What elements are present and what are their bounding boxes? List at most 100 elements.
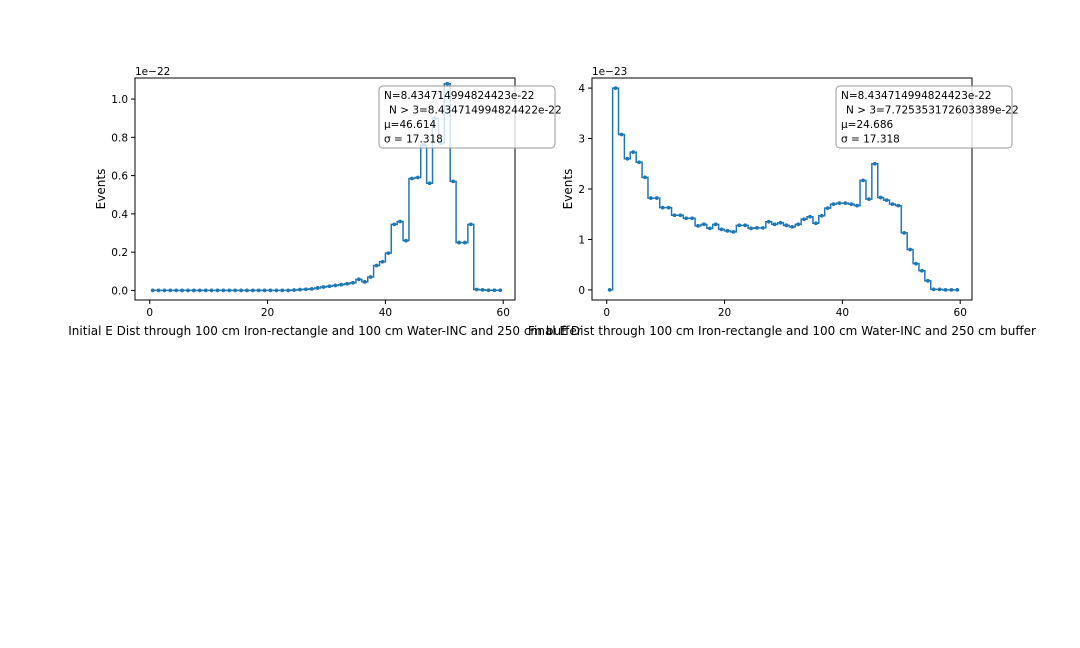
right-data-point <box>743 223 748 228</box>
right-data-point <box>866 197 871 201</box>
left-data-point <box>498 288 503 293</box>
left-data-point <box>150 288 155 293</box>
left-data-point <box>492 288 497 293</box>
left-data-point <box>368 275 373 279</box>
right-data-point <box>778 220 783 225</box>
left-data-point <box>404 238 408 243</box>
left-data-point <box>303 287 308 292</box>
left-data-point <box>239 288 243 293</box>
left-data-point <box>180 288 185 293</box>
right-data-point <box>737 223 742 228</box>
right-plot: 1e−23 Events Final E Dist through 100 cm… <box>528 66 1036 338</box>
left-data-point <box>256 288 261 293</box>
right-data-point <box>925 278 930 283</box>
right-data-point <box>719 227 724 232</box>
right-plot-scale-label: 1e−23 <box>592 66 627 78</box>
left-plot-stats-box: N=8.434714994824423e-22 N > 3=8.43471499… <box>378 85 562 149</box>
right-data-point <box>672 213 677 218</box>
right-data-point <box>849 202 854 207</box>
left-plot-series <box>150 81 503 293</box>
left-y-tick-label: 0.4 <box>111 209 128 221</box>
right-data-point <box>772 222 777 227</box>
left-data-point <box>445 81 450 86</box>
left-data-point <box>480 287 485 292</box>
left-data-point <box>327 284 332 289</box>
left-data-point <box>209 288 214 293</box>
right-data-point <box>654 196 659 200</box>
right-data-point <box>831 202 836 207</box>
left-data-point <box>156 288 161 293</box>
right-data-point <box>943 288 948 292</box>
right-data-point <box>702 222 706 227</box>
right-stats-n-line: N=8.434714994824423e-22 <box>841 90 992 102</box>
left-data-point <box>474 287 479 292</box>
right-data-point <box>619 132 624 137</box>
right-data-point <box>637 160 642 165</box>
right-data-point <box>825 206 830 211</box>
left-stats-n-gt3-line: N > 3=8.434714994824422e-22 <box>389 105 562 117</box>
right-data-point <box>684 216 689 221</box>
left-data-point <box>162 288 167 293</box>
left-stats-sigma-line: σ = 17.318 <box>384 134 443 146</box>
right-x-tick-label: 40 <box>836 307 849 319</box>
right-data-point <box>731 229 736 234</box>
right-data-point <box>931 287 936 292</box>
left-data-point <box>250 288 255 293</box>
left-data-point <box>345 281 349 286</box>
right-data-point <box>790 224 795 229</box>
right-plot-y-axis-label: Events <box>561 169 575 210</box>
left-data-point <box>409 176 414 181</box>
left-stats-mean-line: μ=46.614 <box>384 119 437 131</box>
right-data-point <box>678 213 683 218</box>
left-data-point <box>197 288 202 293</box>
left-plot-x-axis-label: Initial E Dist through 100 cm Iron-recta… <box>68 324 582 338</box>
right-data-point <box>908 247 913 252</box>
left-data-point <box>468 222 473 227</box>
right-x-tick-label: 0 <box>603 307 610 319</box>
left-data-point <box>203 288 208 293</box>
right-data-point <box>796 222 801 227</box>
left-data-point <box>457 240 461 245</box>
right-data-point <box>813 221 818 226</box>
right-plot-ticks: 0 20 40 60 0 1 2 3 4 <box>578 83 967 319</box>
left-data-point <box>380 259 385 264</box>
left-data-point <box>168 288 173 293</box>
left-data-point <box>351 280 355 285</box>
left-plot-stats-box-border <box>378 85 556 149</box>
right-data-point <box>837 201 842 206</box>
right-data-point <box>819 213 824 218</box>
right-data-point <box>631 150 636 155</box>
right-data-point <box>713 222 718 227</box>
left-data-point <box>339 282 344 287</box>
left-data-point <box>268 288 273 293</box>
left-data-point <box>174 288 179 293</box>
left-data-point <box>298 287 302 292</box>
right-data-point <box>896 203 901 208</box>
right-data-point <box>660 205 665 210</box>
left-y-tick-label: 0.0 <box>111 285 128 297</box>
right-data-point <box>890 202 895 207</box>
left-data-point <box>392 222 397 227</box>
left-stats-n-line: N=8.434714994824423e-22 <box>384 90 535 102</box>
right-data-point <box>755 225 759 230</box>
right-data-point <box>843 201 848 206</box>
left-data-point <box>274 288 279 293</box>
left-data-point <box>321 285 326 289</box>
left-data-point <box>309 287 314 291</box>
left-x-tick-label: 20 <box>261 307 274 319</box>
left-data-point <box>215 288 220 293</box>
left-data-point <box>262 288 267 293</box>
right-data-point <box>613 86 618 90</box>
right-data-point <box>855 203 860 208</box>
right-data-point <box>808 214 812 219</box>
right-data-point <box>725 228 730 233</box>
right-data-point <box>802 217 806 222</box>
right-data-point <box>625 156 630 161</box>
left-y-tick-label: 1.0 <box>111 94 128 106</box>
left-data-point <box>292 288 296 292</box>
right-data-point <box>784 223 789 228</box>
left-data-point <box>356 277 361 282</box>
right-data-point <box>914 261 918 266</box>
right-data-point <box>649 196 653 200</box>
